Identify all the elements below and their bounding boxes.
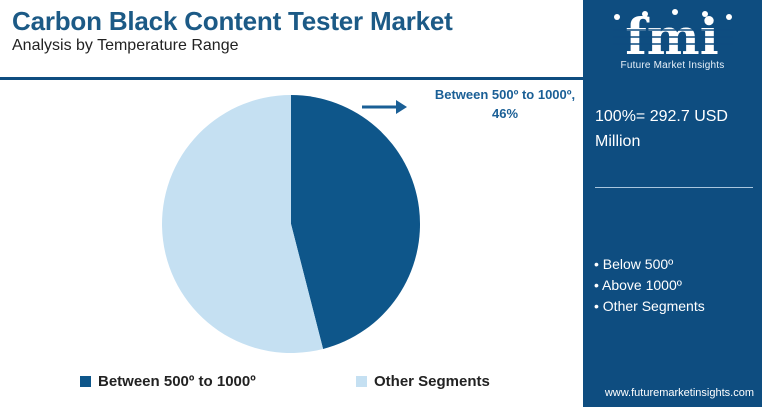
fmi-logo: fmi — [613, 7, 733, 66]
fmi-logo-name: Future Market Insights — [620, 60, 725, 71]
chart-subtitle: Analysis by Temperature Range — [12, 37, 239, 54]
legend-item-other-segments: Other Segments — [356, 371, 490, 391]
chart-title: Carbon Black Content Tester Market — [12, 6, 453, 36]
other-segments-list: • Below 500º • Above 1000º • Other Segme… — [594, 254, 705, 317]
callout-arrow — [362, 100, 407, 114]
legend-label: Other Segments — [374, 372, 490, 390]
legend-swatch-light — [356, 375, 367, 387]
segment-item: • Other Segments — [594, 298, 705, 314]
pie-chart — [162, 95, 421, 353]
panel-divider — [595, 187, 753, 188]
title-underline — [0, 77, 583, 80]
info-panel: fmi Future Market Insights 100%= 292.7 U… — [583, 0, 762, 407]
pie-slice-1 — [162, 95, 324, 353]
segment-item: • Below 500º — [594, 256, 674, 272]
segment-item: • Above 1000º — [594, 277, 682, 293]
website-link[interactable]: www.futuremarketinsights.com — [604, 387, 754, 399]
legend-label: Between 500º to 1000º — [98, 372, 256, 390]
legend-item-between-500-1000: Between 500º to 1000º — [80, 371, 256, 391]
pie-slice-0 — [291, 95, 421, 349]
legend-swatch-dark — [80, 375, 91, 387]
slice-data-label: Between 500º to 1000º, 46% — [434, 87, 576, 121]
pie-slices — [162, 95, 421, 353]
market-total: 100%= 292.7 USD Million — [595, 108, 728, 150]
